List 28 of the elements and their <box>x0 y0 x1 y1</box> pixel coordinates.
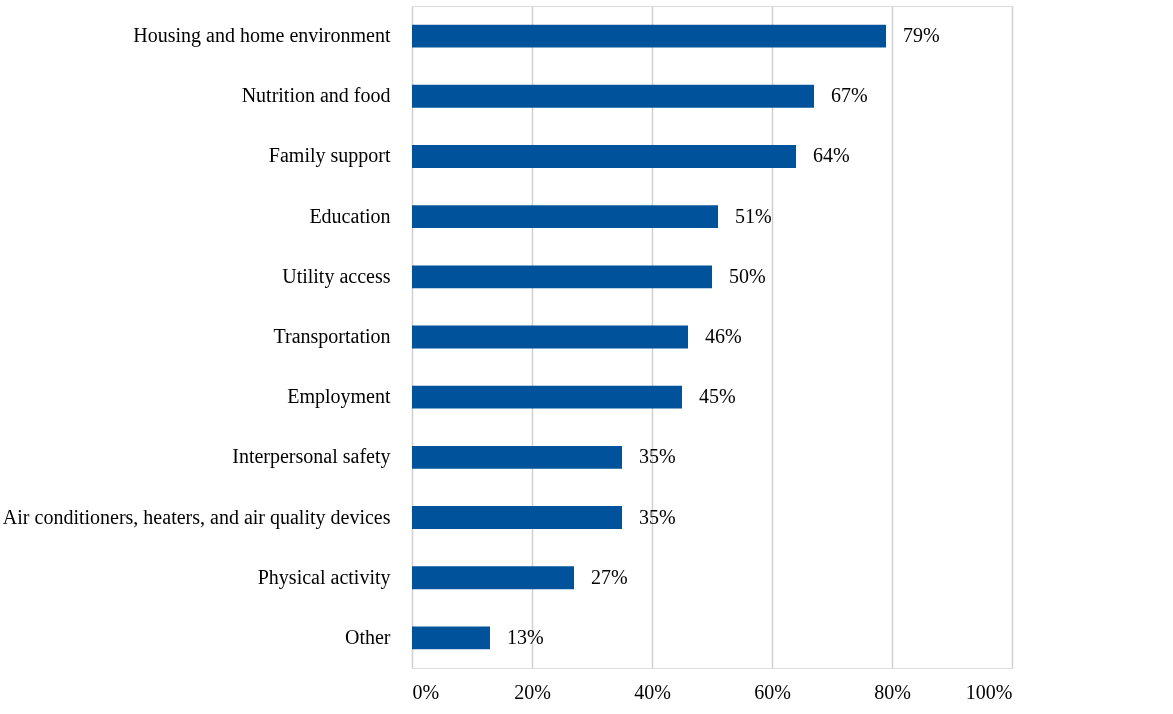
y-tick-label: Employment <box>287 385 391 409</box>
data-label: 51% <box>735 204 772 227</box>
x-tick-label: 100% <box>965 680 1013 703</box>
data-label: 35% <box>639 445 676 468</box>
y-tick-label: Housing and home environment <box>133 24 391 48</box>
data-label: 27% <box>591 565 628 588</box>
data-label: 79% <box>903 24 940 47</box>
y-tick-label: Nutrition and food <box>241 84 391 107</box>
data-label: 13% <box>507 625 544 648</box>
x-tick-label: 40% <box>634 680 671 703</box>
data-label: 45% <box>699 385 736 408</box>
data-label: 67% <box>831 84 868 107</box>
y-tick-label: Air conditioners, heaters, and air quality devices <box>2 505 391 529</box>
y-tick-label: Physical activity <box>257 565 391 589</box>
y-tick-label: Other <box>344 625 391 648</box>
data-label: 46% <box>705 325 742 347</box>
x-tick-label: 80% <box>874 680 911 703</box>
x-tick-label: 20% <box>514 680 551 703</box>
y-tick-label: Education <box>309 204 391 227</box>
x-tick-label: 0% <box>412 680 440 703</box>
data-label: 64% <box>813 144 850 167</box>
x-tick-label: 60% <box>754 680 791 703</box>
y-tick-label: Interpersonal safety <box>232 445 391 469</box>
y-tick-label: Family support <box>268 144 391 168</box>
y-tick-label: Utility access <box>282 264 391 288</box>
y-tick-label: Transportation <box>273 325 391 348</box>
data-label: 35% <box>639 505 676 528</box>
data-label: 50% <box>729 264 766 287</box>
